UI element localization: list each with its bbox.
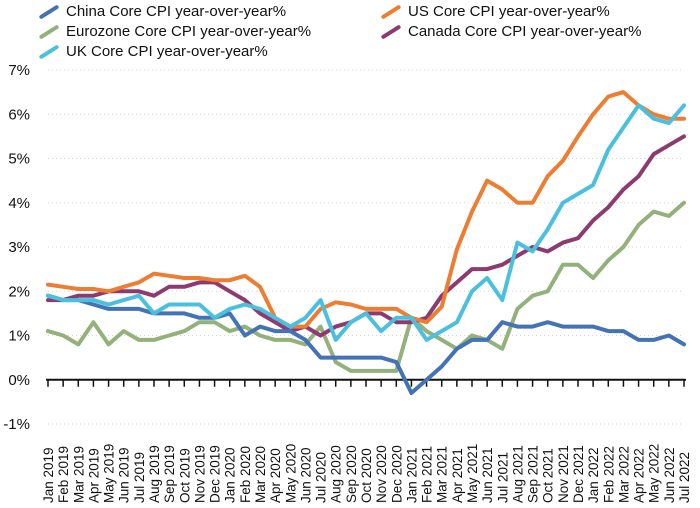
- series-line-4: [46, 103, 686, 342]
- x-tick-label: Dec 2021: [571, 445, 586, 503]
- x-tick-label: Aug 2019: [147, 445, 162, 503]
- x-tick-label: Jul 2019: [132, 452, 147, 503]
- y-axis: -1% 0% 1% 2% 3% 4% 5% 6% 7%: [3, 62, 30, 433]
- y-tick-label: 5%: [8, 151, 30, 168]
- x-tick-label: Feb 2019: [56, 446, 71, 503]
- x-tick-label: May 2019: [102, 444, 117, 503]
- x-tick-label: Jul 2021: [495, 452, 510, 503]
- x-tick-label: Feb 2022: [601, 446, 616, 503]
- x-tick-label: Mar 2019: [71, 446, 86, 503]
- y-tick-label: 0%: [8, 372, 30, 389]
- x-tick-label: May 2022: [647, 444, 662, 503]
- x-axis-labels: Jan 2019 Feb 2019 Mar 2019 Apr 2019 May 2019…: [41, 444, 692, 503]
- legend-label-us: US Core CPI year-over-year%: [408, 3, 610, 20]
- x-tick-label: Jan 2022: [586, 447, 601, 503]
- legend-label-uk: UK Core CPI year-over-year%: [66, 43, 268, 60]
- y-tick-label: 2%: [8, 283, 30, 300]
- x-tick-label: Apr 2019: [86, 448, 101, 503]
- x-tick-label: Aug 2020: [329, 445, 344, 503]
- x-tick-label: Jan 2021: [404, 447, 419, 503]
- x-tick-label: Oct 2021: [541, 448, 556, 503]
- legend-label-china: China Core CPI year-over-year%: [66, 3, 287, 20]
- legend-item-us: US Core CPI year-over-year%: [380, 3, 610, 20]
- y-tick-label: 6%: [8, 106, 30, 123]
- x-tick-label: Jun 2021: [480, 447, 495, 503]
- x-tick-label: Mar 2021: [435, 446, 450, 503]
- x-tick-label: Sep 2020: [344, 445, 359, 503]
- x-tick-label: Dec 2020: [389, 445, 404, 503]
- legend-label-canada: Canada Core CPI year-over-year%: [408, 23, 642, 40]
- y-tick-label: 3%: [8, 239, 30, 256]
- x-tick-label: Feb 2021: [420, 446, 435, 503]
- x-tick-label: Nov 2021: [556, 445, 571, 503]
- y-tick-label: 4%: [8, 195, 30, 212]
- y-tick-label: -1%: [3, 416, 30, 433]
- x-tick-label: Jun 2019: [117, 447, 132, 503]
- x-tick-label: May 2021: [465, 444, 480, 503]
- x-tick-label: Apr 2020: [268, 448, 283, 503]
- x-axis: [46, 378, 686, 387]
- x-tick-label: Jun 2020: [298, 447, 313, 503]
- x-tick-label: Oct 2019: [177, 448, 192, 503]
- x-tick-label: Nov 2020: [374, 445, 389, 503]
- x-tick-label: Feb 2020: [238, 446, 253, 503]
- x-tick-label: Mar 2022: [616, 446, 631, 503]
- x-tick-label: Nov 2019: [192, 445, 207, 503]
- x-tick-label: Mar 2020: [253, 446, 268, 503]
- x-tick-label: Apr 2022: [632, 448, 647, 503]
- x-tick-label: Aug 2021: [510, 445, 525, 503]
- x-tick-label: Jan 2020: [223, 447, 238, 503]
- x-tick-label: May 2020: [283, 444, 298, 503]
- x-tick-label: Jan 2019: [41, 447, 56, 503]
- chart-legend: China Core CPI year-over-year% US Core C…: [0, 0, 700, 64]
- series-line-2: [46, 200, 686, 373]
- x-tick-label: Jul 2020: [314, 452, 329, 503]
- x-tick-label: Jul 2022: [677, 452, 692, 503]
- y-tick-label: 1%: [8, 328, 30, 345]
- x-tick-label: Oct 2020: [359, 448, 374, 503]
- series-line-1: [46, 90, 686, 329]
- series-lines: [46, 90, 686, 395]
- legend-item-uk: UK Core CPI year-over-year%: [38, 43, 268, 60]
- legend-label-eurozone: Eurozone Core CPI year-over-year%: [66, 23, 312, 40]
- y-tick-label: 7%: [8, 62, 30, 79]
- legend-item-eurozone: Eurozone Core CPI year-over-year%: [38, 23, 311, 40]
- x-tick-label: Sep 2021: [526, 445, 541, 503]
- x-tick-label: Apr 2021: [450, 448, 465, 503]
- legend-item-canada: Canada Core CPI year-over-year%: [380, 23, 641, 40]
- x-tick-label: Dec 2019: [208, 445, 223, 503]
- series-line-3: [46, 134, 686, 338]
- x-tick-label: Sep 2019: [162, 445, 177, 503]
- legend-item-china: China Core CPI year-over-year%: [38, 3, 286, 20]
- x-tick-label: Jun 2022: [662, 447, 677, 503]
